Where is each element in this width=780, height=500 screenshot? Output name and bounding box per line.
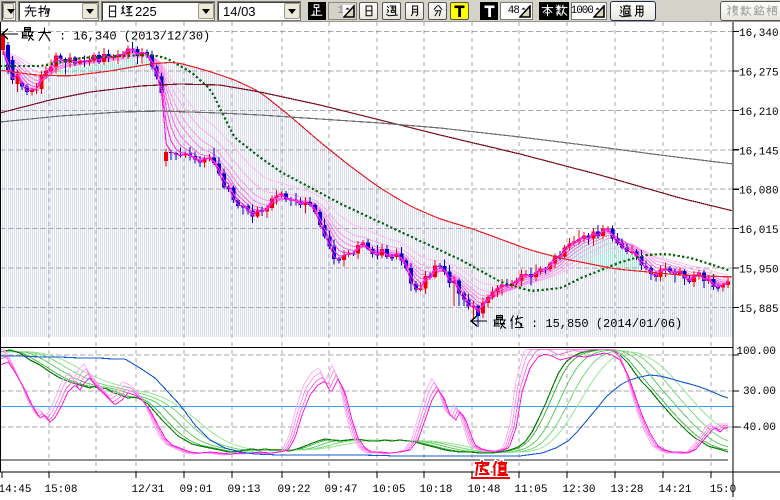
svg-text:09:01: 09:01 [179,484,212,496]
svg-text:10:05: 10:05 [372,484,405,496]
svg-text:16,080: 16,080 [739,186,779,198]
svg-text:-40.00: -40.00 [736,422,776,434]
svg-text:10:48: 10:48 [467,484,500,496]
svg-text:16,275: 16,275 [739,68,779,80]
svg-text:16,145: 16,145 [739,146,779,158]
svg-text:14:45: 14:45 [0,484,32,496]
svg-text:: 16,340 (2013/12/30): : 16,340 (2013/12/30) [59,30,210,44]
svg-text:15:08: 15:08 [44,484,77,496]
svg-text:15,885: 15,885 [739,304,779,316]
svg-text:09:13: 09:13 [227,484,260,496]
svg-text:16,015: 16,015 [739,225,779,237]
svg-text:16,210: 16,210 [739,107,779,119]
svg-text:09:22: 09:22 [277,484,310,496]
svg-text:11:05: 11:05 [514,484,547,496]
svg-text:12/31: 12/31 [131,484,164,496]
svg-text:10:18: 10:18 [419,484,452,496]
svg-text:100.00: 100.00 [736,346,776,358]
svg-text:15,950: 15,950 [739,265,779,277]
svg-text:12:30: 12:30 [562,484,595,496]
svg-text:09:47: 09:47 [324,484,357,496]
svg-text:225: 225 [135,4,157,19]
svg-text:14/03: 14/03 [223,4,256,19]
svg-text:16,340: 16,340 [739,28,779,40]
svg-text:13:28: 13:28 [610,484,643,496]
svg-text:14:21: 14:21 [658,484,691,496]
svg-text:15:0: 15:0 [710,484,736,496]
svg-text:: 15,850 (2014/01/06): : 15,850 (2014/01/06) [531,317,682,331]
svg-text:30.00: 30.00 [743,386,776,398]
